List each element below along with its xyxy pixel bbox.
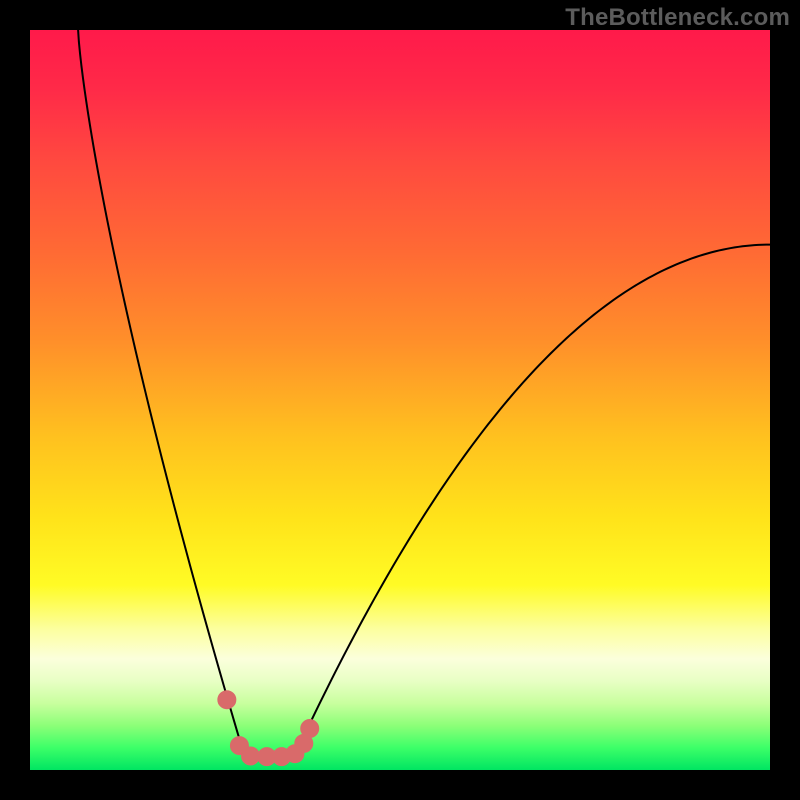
plot-svg: [30, 30, 770, 770]
marker-dot: [301, 720, 319, 738]
plot-area: [30, 30, 770, 770]
marker-dot: [242, 747, 260, 765]
watermark-text: TheBottleneck.com: [565, 4, 790, 32]
marker-dot: [218, 691, 236, 709]
chart-frame: TheBottleneck.com: [0, 0, 800, 800]
